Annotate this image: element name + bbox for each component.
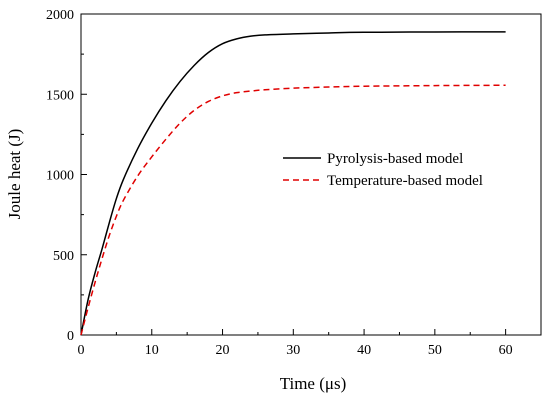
y-tick-label: 1000 — [46, 169, 74, 184]
y-axis-label: Joule heat (J) — [5, 129, 24, 220]
y-tick-label: 2000 — [46, 8, 74, 23]
tick-labels: 0 10 20 30 40 50 60 0 500 1000 1500 2000 — [46, 8, 513, 358]
x-tick-label: 0 — [78, 343, 85, 358]
x-axis-label: Time (μs) — [280, 374, 347, 393]
legend-entry-label: Pyrolysis-based model — [327, 151, 463, 167]
x-tick-label: 60 — [499, 343, 513, 358]
y-tick-label: 0 — [67, 329, 74, 344]
legend-entry-label: Temperature-based model — [327, 173, 483, 189]
x-tick-label: 40 — [357, 343, 371, 358]
x-tick-label: 50 — [428, 343, 442, 358]
series-line-temperature — [80, 84, 506, 336]
x-tick-label: 20 — [216, 343, 230, 358]
series-line-pyrolysis — [80, 31, 506, 336]
x-tick-label: 30 — [286, 343, 300, 358]
x-tick-label: 10 — [145, 343, 159, 358]
y-tick-label: 1500 — [46, 88, 74, 103]
axis-ticks — [80, 13, 507, 336]
series-lines — [80, 31, 506, 336]
legend: Pyrolysis-based model Temperature-based m… — [283, 151, 483, 189]
y-tick-label: 500 — [53, 249, 74, 264]
